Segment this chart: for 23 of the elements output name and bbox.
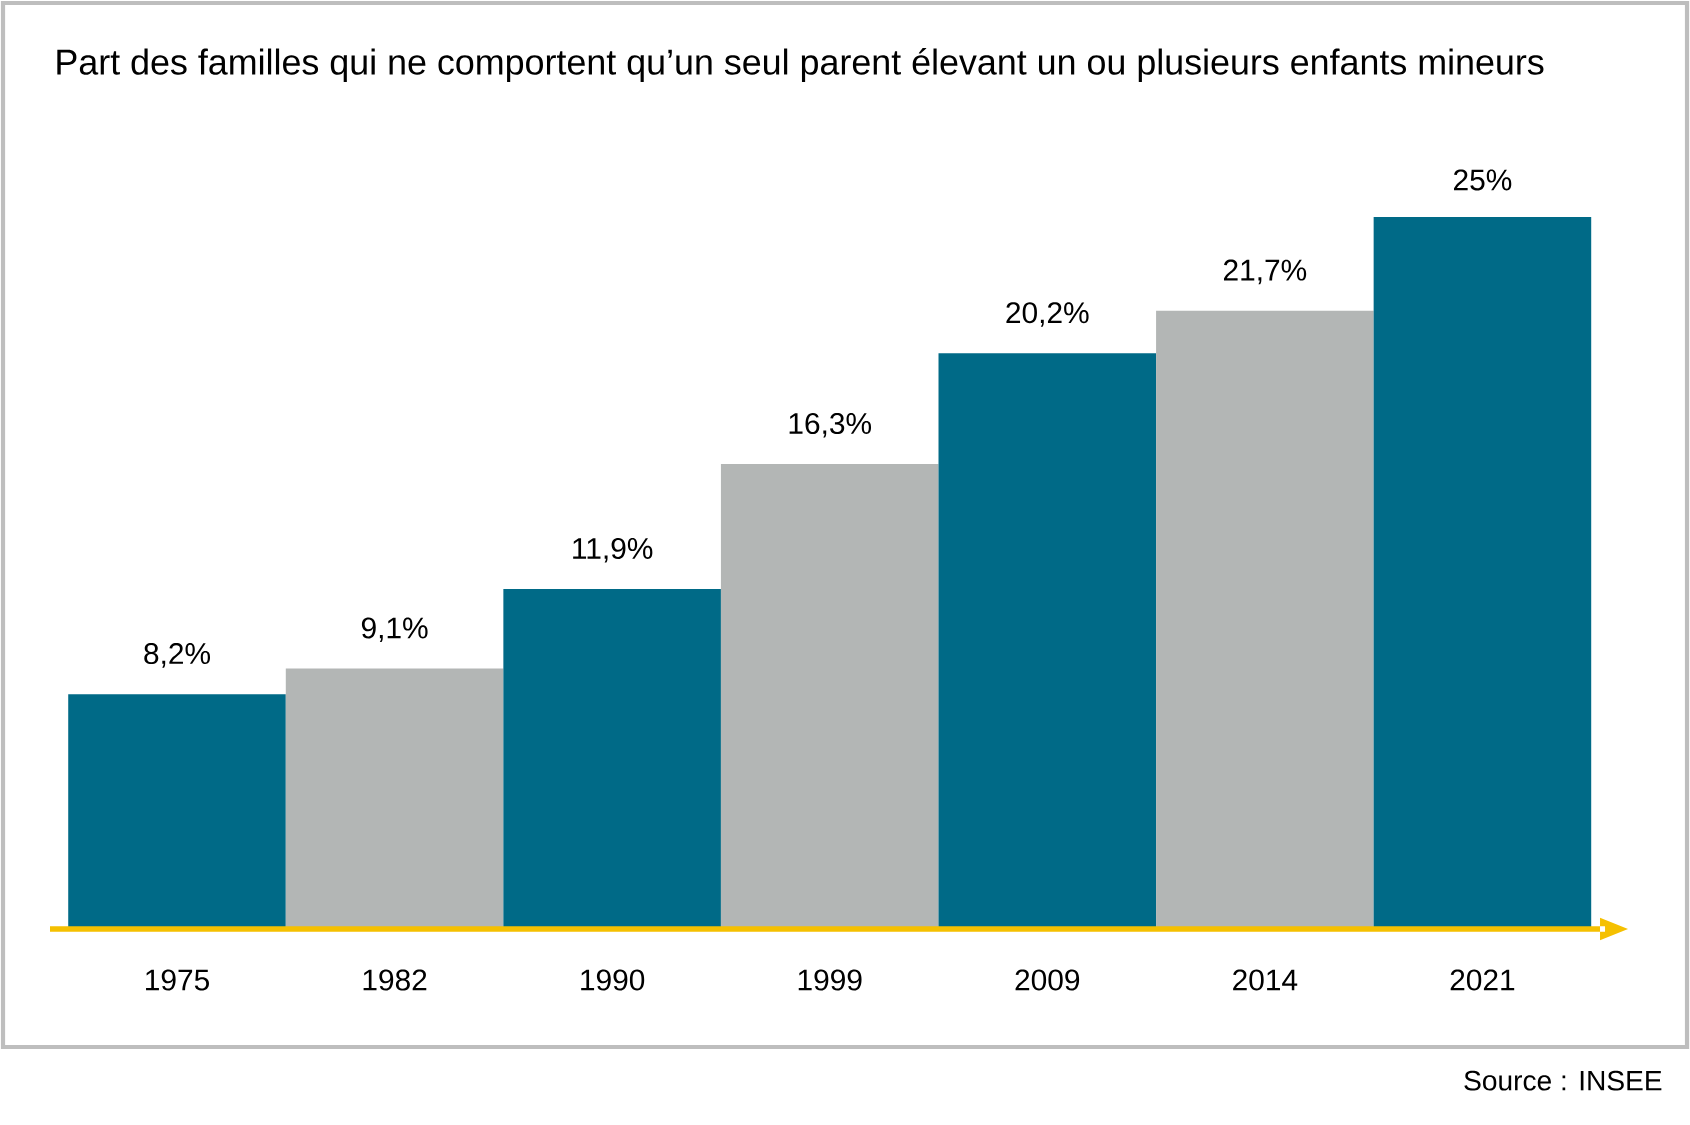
data-label: 16,3% xyxy=(789,412,872,438)
bar xyxy=(68,694,286,928)
bar xyxy=(1156,310,1374,928)
data-label: 25% xyxy=(1454,169,1512,191)
data-label: 9,1% xyxy=(361,617,428,643)
data-label: 8,2% xyxy=(144,643,211,668)
bar xyxy=(720,464,939,928)
x-tick-label: 2014 xyxy=(1233,969,1298,991)
x-tick-label: 2009 xyxy=(1015,969,1080,991)
x-tick-label: 1982 xyxy=(363,969,427,991)
bar xyxy=(1373,217,1592,928)
x-tick-label: 1990 xyxy=(581,969,645,991)
data-label: 21,7% xyxy=(1223,259,1307,285)
bar xyxy=(503,589,721,928)
bar xyxy=(938,353,1157,928)
chart-title: Part des familles qui ne comportent qu’un seul parent élevant un ou plusieurs enfants mineurs xyxy=(57,48,1544,82)
x-tick-label: 1999 xyxy=(798,969,862,991)
bar xyxy=(285,668,504,928)
source-note: Source : INSEE xyxy=(1464,1070,1662,1091)
data-label: 20,2% xyxy=(1006,302,1089,327)
x-tick-label: 1975 xyxy=(146,969,209,991)
data-label: 11,9% xyxy=(573,537,653,563)
x-tick-label: 2021 xyxy=(1450,969,1515,991)
